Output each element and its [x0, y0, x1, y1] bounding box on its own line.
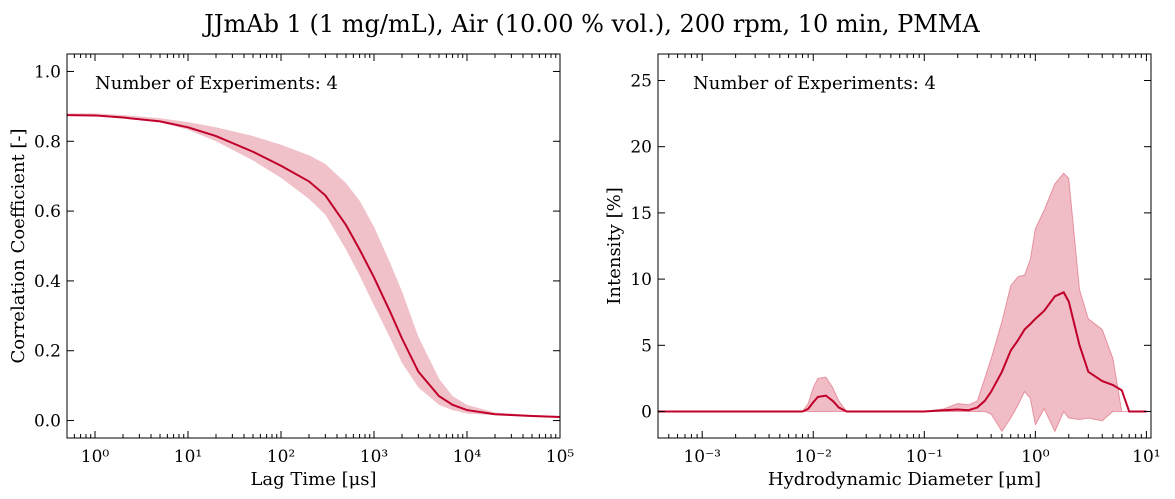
experiments-annotation: Number of Experiments: 4 — [95, 73, 338, 94]
y-axis-label: Intensity [%] — [604, 187, 625, 304]
x-tick-label: 10⁻³ — [683, 447, 720, 467]
y-tick-label: 0.8 — [34, 132, 61, 152]
x-tick-label: 10⁵ — [546, 447, 575, 467]
std-band — [67, 113, 560, 418]
axes-frame — [657, 53, 1152, 439]
y-tick-label: 25 — [630, 71, 652, 91]
axes-frame — [66, 53, 561, 439]
plot-area — [658, 172, 1147, 433]
x-axis-label: Lag Time [μs] — [250, 469, 376, 490]
y-tick-label: 0.4 — [34, 272, 61, 292]
figure-title: JJmAb 1 (1 mg/mL), Air (10.00 % vol.), 2… — [201, 10, 980, 38]
x-tick-label: 10⁰ — [81, 447, 110, 467]
experiments-annotation: Number of Experiments: 4 — [693, 73, 936, 94]
x-tick-label: 10⁰ — [1021, 447, 1050, 467]
x-axis-label: Hydrodynamic Diameter [μm] — [768, 469, 1041, 490]
y-tick-label: 1.0 — [34, 62, 61, 82]
std-band — [658, 172, 1147, 433]
y-tick-label: 0 — [641, 403, 652, 423]
mean-line — [67, 114, 560, 419]
y-tick-label: 5 — [641, 336, 652, 356]
x-tick-label: 10⁻² — [795, 447, 832, 467]
x-tick-label: 10⁴ — [453, 447, 482, 467]
y-tick-label: 0.6 — [34, 202, 61, 222]
y-axis-label: Correlation Coefficient [-] — [8, 128, 29, 363]
y-tick-label: 15 — [630, 204, 652, 224]
x-tick-label: 10² — [267, 447, 295, 467]
x-tick-label: 10³ — [360, 447, 388, 467]
x-tick-label: 10⁻¹ — [906, 447, 943, 467]
y-tick-label: 20 — [630, 138, 652, 158]
x-tick-label: 10¹ — [1132, 447, 1160, 467]
correlation-panel: 10⁰ 10¹ 10² 10³ 10⁴ 10⁵ 0.0 0.2 0.4 0.6 0.8 1.0 Lag … — [8, 53, 575, 490]
x-tick-label: 10¹ — [174, 447, 202, 467]
plot-area — [67, 113, 560, 419]
y-tick-label: 0.2 — [34, 342, 61, 362]
mean-line — [658, 291, 1147, 413]
y-tick-label: 10 — [630, 270, 652, 290]
intensity-panel: 10⁻³ 10⁻² 10⁻¹ 10⁰ 10¹ 0 5 10 15 20 25 Hydrodynamic… — [604, 53, 1161, 490]
y-tick-label: 0.0 — [34, 412, 61, 432]
